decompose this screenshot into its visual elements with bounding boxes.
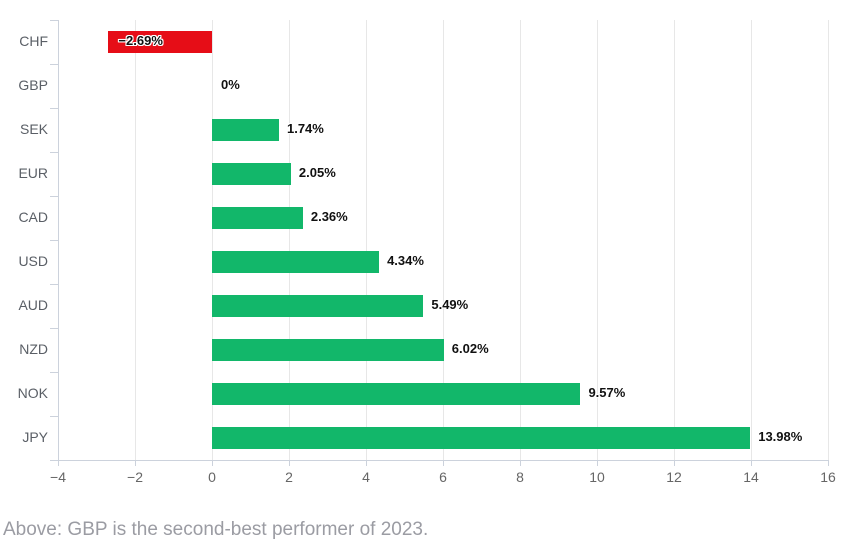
category-label-cad: CAD — [18, 209, 48, 225]
y-axis-tick — [50, 284, 58, 285]
x-tick-label: −2 — [127, 469, 143, 485]
bar-cad — [212, 207, 303, 229]
x-tick-label: 8 — [516, 469, 524, 485]
y-axis-tick — [50, 240, 58, 241]
value-label-eur: 2.05% — [298, 165, 336, 180]
x-tick-label: 10 — [589, 469, 605, 485]
x-tick-label: 14 — [743, 469, 759, 485]
category-label-nok: NOK — [17, 385, 48, 401]
value-label-aud: 5.49% — [431, 297, 469, 312]
x-tick-label: 4 — [362, 469, 370, 485]
bar-chf — [108, 31, 212, 53]
value-label-nzd: 6.02% — [451, 341, 489, 356]
x-axis-tick — [751, 460, 752, 466]
x-tick-label: 12 — [666, 469, 682, 485]
y-axis-line — [58, 20, 59, 460]
x-tick-label: 6 — [439, 469, 447, 485]
value-label-usd: 4.34% — [387, 253, 424, 268]
bar-usd — [212, 251, 380, 273]
x-axis-tick — [443, 460, 444, 466]
gridline — [135, 20, 136, 460]
x-tick-label: 2 — [285, 469, 293, 485]
chart-caption: Above: GBP is the second-best performer … — [3, 519, 429, 540]
y-axis-tick — [50, 152, 58, 153]
category-label-nzd: NZD — [19, 341, 48, 357]
gridline — [443, 20, 444, 460]
y-axis-tick — [50, 372, 58, 373]
bar-eur — [212, 163, 291, 185]
x-axis-tick — [674, 460, 675, 466]
gridline — [674, 20, 675, 460]
y-axis-tick — [50, 328, 58, 329]
gridline — [366, 20, 367, 460]
x-tick-label: 0 — [208, 469, 216, 485]
x-axis-line — [58, 460, 828, 461]
gridline — [597, 20, 598, 460]
category-label-eur: EUR — [18, 165, 48, 181]
x-axis-tick — [58, 460, 59, 466]
x-axis-tick — [289, 460, 290, 466]
bar-aud — [212, 295, 424, 317]
category-label-sek: SEK — [19, 121, 48, 137]
category-label-chf: CHF — [19, 33, 48, 49]
x-axis-tick — [520, 460, 521, 466]
y-axis-tick — [50, 108, 58, 109]
value-label-chf: −2.69% — [118, 33, 163, 48]
gridline — [520, 20, 521, 460]
bar-nok — [212, 383, 581, 405]
y-axis-tick — [50, 20, 58, 21]
value-label-cad: 2.36% — [310, 209, 348, 224]
x-axis-tick — [597, 460, 598, 466]
gridline — [212, 20, 213, 460]
category-label-aud: AUD — [18, 297, 48, 313]
bar-nzd — [212, 339, 444, 361]
x-axis-tick — [212, 460, 213, 466]
x-axis-tick — [135, 460, 136, 466]
x-tick-label: 16 — [820, 469, 836, 485]
gridline — [289, 20, 290, 460]
x-axis-tick — [828, 460, 829, 466]
category-label-jpy: JPY — [22, 429, 48, 445]
gridline — [751, 20, 752, 460]
value-label-nok: 9.57% — [588, 385, 626, 400]
bar-sek — [212, 119, 279, 141]
y-axis-tick — [50, 64, 58, 65]
y-axis-tick — [50, 460, 58, 461]
value-label-jpy: 13.98% — [758, 429, 803, 444]
bar-jpy — [212, 427, 751, 449]
gridline — [828, 20, 829, 460]
category-label-gbp: GBP — [18, 77, 48, 93]
y-axis-tick — [50, 416, 58, 417]
y-axis-tick — [50, 196, 58, 197]
x-axis-tick — [366, 460, 367, 466]
x-tick-label: −4 — [50, 469, 66, 485]
value-label-sek: 1.74% — [286, 121, 324, 136]
category-label-usd: USD — [18, 253, 48, 269]
value-label-gbp: 0% — [221, 77, 240, 92]
